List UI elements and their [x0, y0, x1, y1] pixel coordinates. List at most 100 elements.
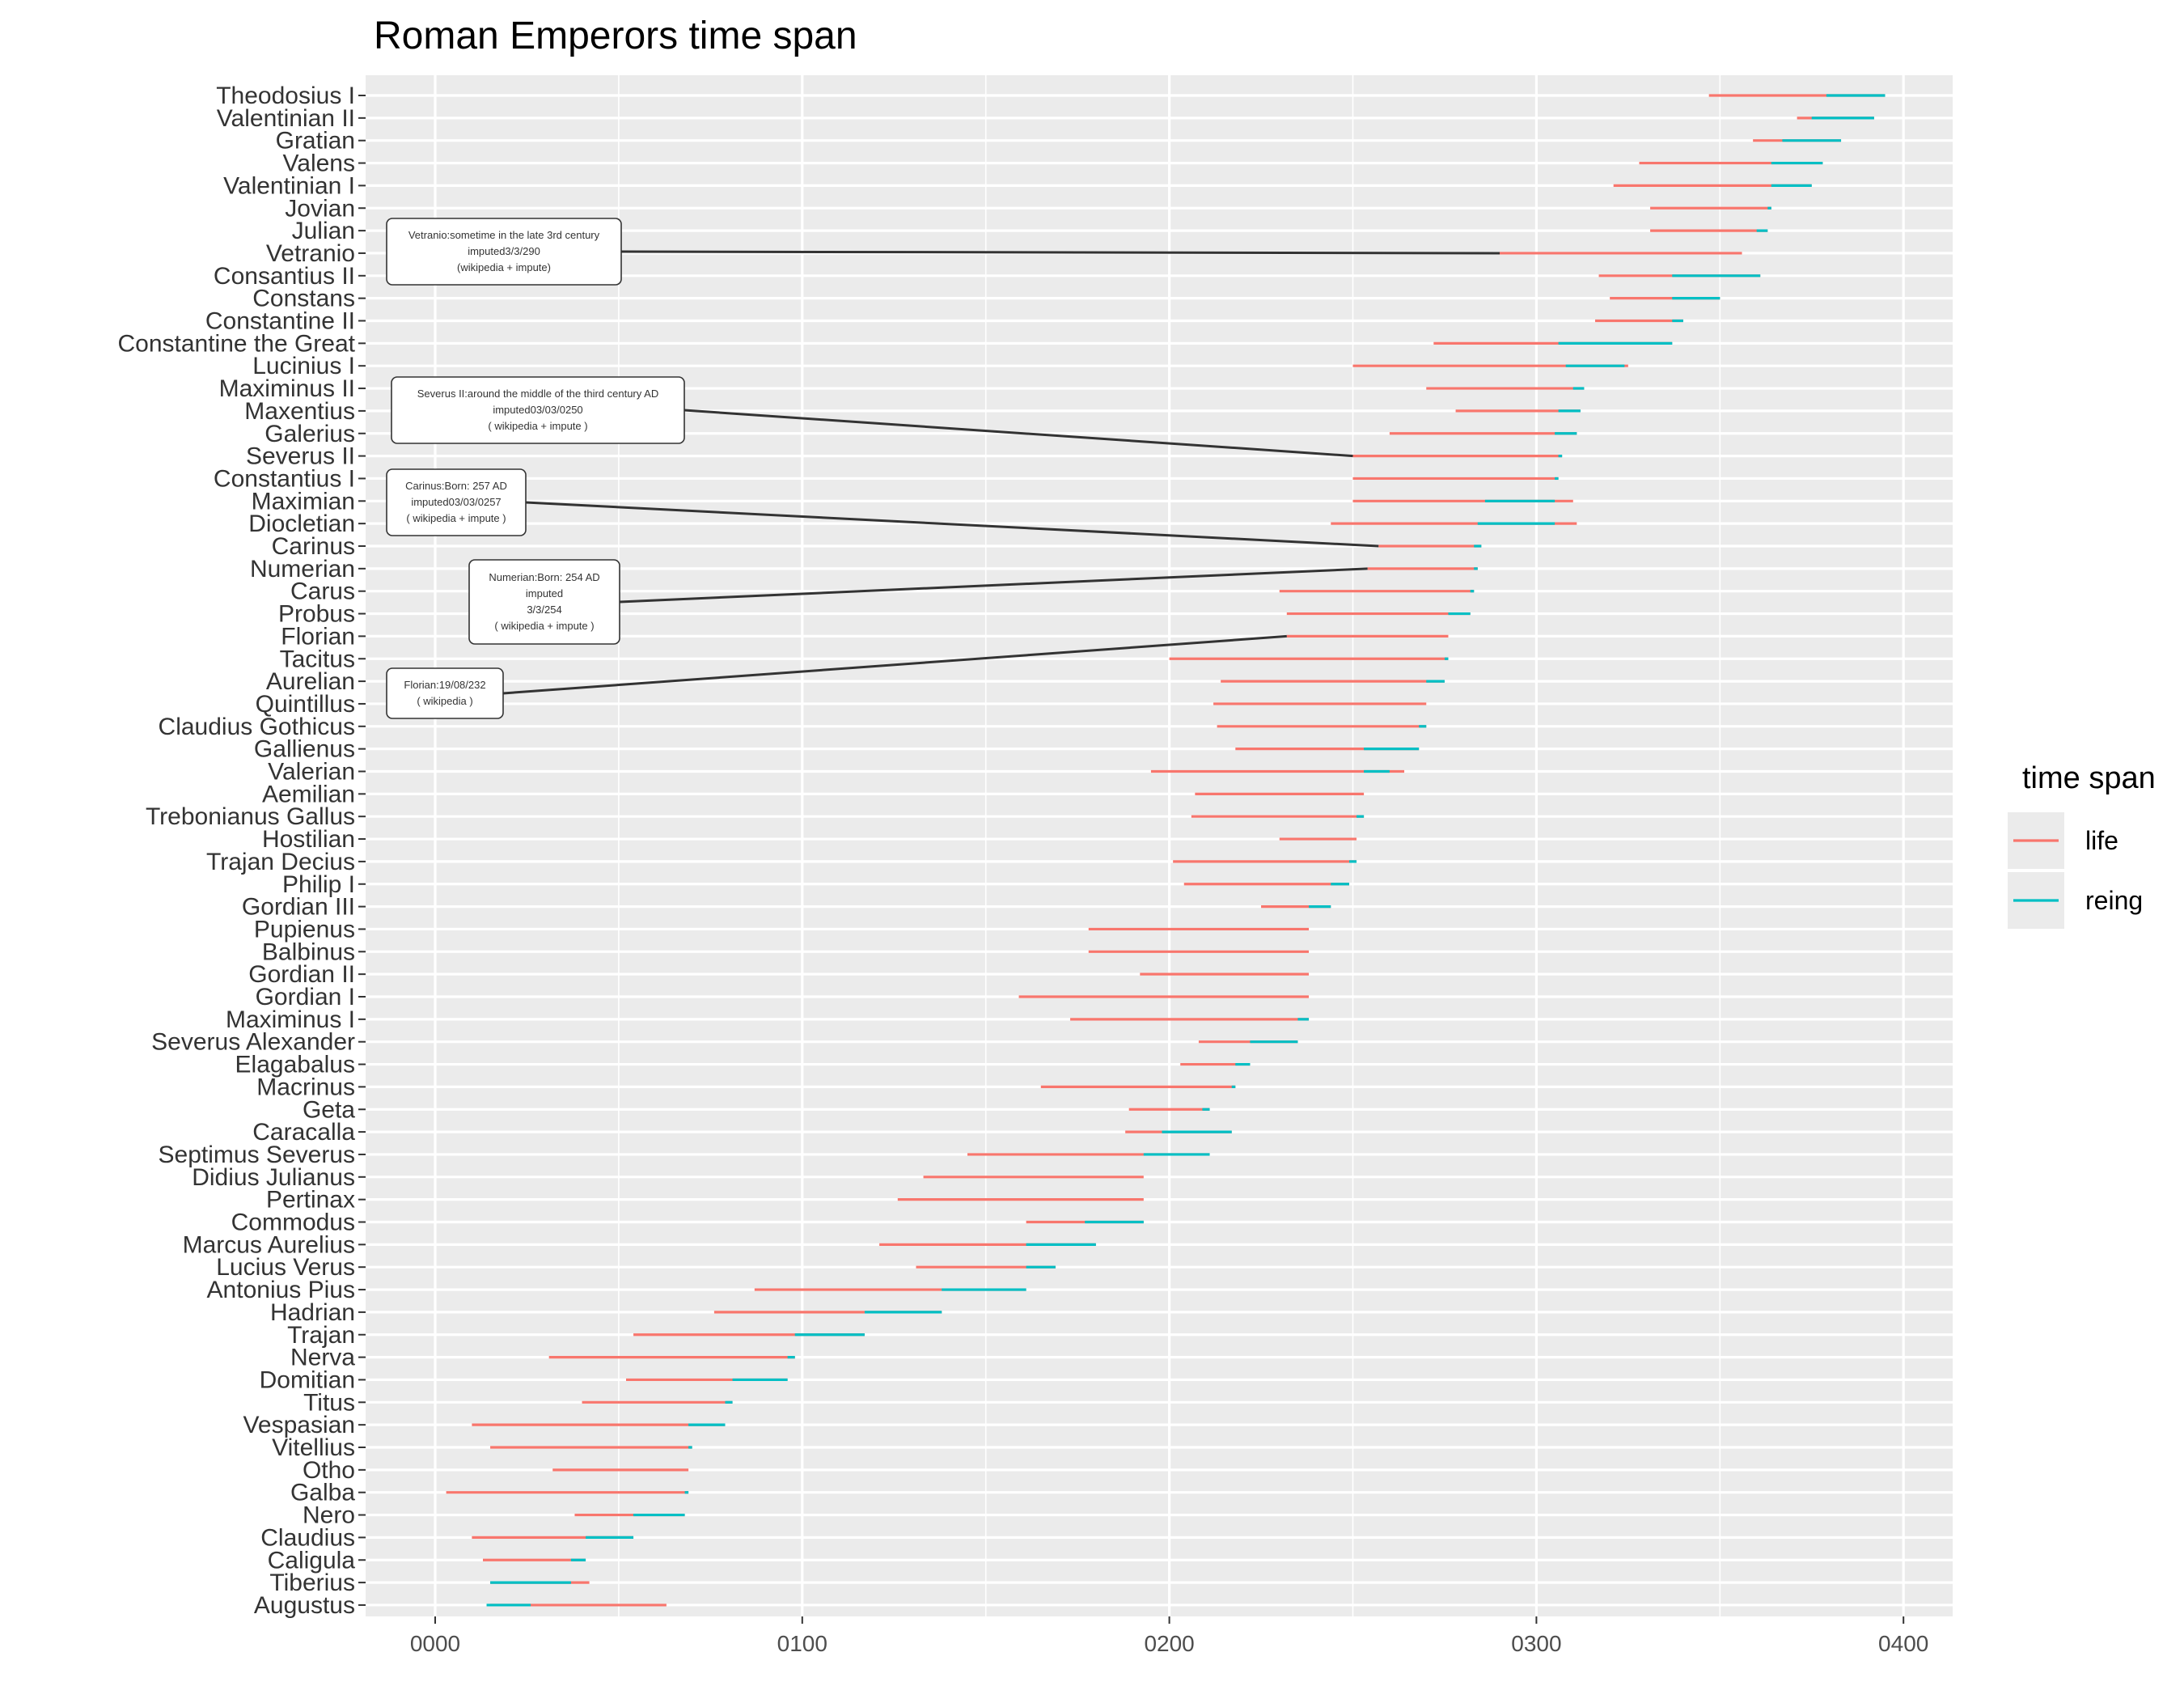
annotation-text: ( wikipedia + impute ): [494, 620, 594, 632]
annotation-connector: [620, 250, 1500, 255]
y-tick-label: Elagabalus: [235, 1052, 355, 1078]
segments-layer: [446, 94, 1886, 1607]
annotation-text: ( wikipedia + impute ): [406, 512, 506, 524]
y-tick-label: Titus: [303, 1389, 355, 1416]
y-tick-label: Galba: [290, 1480, 355, 1506]
y-tick-label: Didius Julianus: [192, 1164, 355, 1191]
plot-panel: [366, 75, 1953, 1616]
x-tick-label: 0200: [1144, 1631, 1194, 1656]
grid-minor: [618, 75, 1721, 1616]
legend-label: life: [2085, 826, 2118, 855]
annotation-connector: [525, 501, 1379, 548]
y-tick-label: Severus Alexander: [151, 1029, 355, 1056]
y-tick-label: Constans: [252, 286, 355, 312]
y-tick-label: Lucinius I: [252, 353, 355, 379]
y-tick-label: Aurelian: [266, 668, 355, 695]
annotation-text: ( wikipedia ): [417, 695, 472, 707]
y-tick-label: Constantine II: [205, 308, 355, 335]
y-tick-label: Quintillus: [256, 691, 355, 718]
y-tick-label: Consantius II: [214, 263, 355, 290]
annotation-text: imputed: [526, 587, 563, 599]
y-tick-label: Carus: [290, 578, 355, 605]
y-tick-label: Tacitus: [280, 646, 355, 672]
y-tick-label: Constantius I: [214, 465, 355, 492]
y-tick-label: Trajan: [287, 1322, 355, 1349]
legend: time span life reing: [2008, 761, 2156, 929]
y-tick-label: Maximian: [252, 488, 355, 515]
y-tick-label: Trebonianus Gallus: [146, 803, 355, 830]
y-tick-label: Balbinus: [262, 938, 355, 965]
y-tick-label: Diocletian: [248, 510, 355, 537]
y-tick-label: Theodosius I: [216, 83, 355, 109]
y-tick-label: Numerian: [250, 556, 355, 582]
x-tick-label: 0000: [410, 1631, 460, 1656]
y-tick-label: Gratian: [276, 128, 355, 155]
y-axis: AugustusTiberiusCaligulaClaudiusNeroGalb…: [117, 83, 366, 1619]
annotation-text: ( wikipedia + impute ): [488, 420, 587, 432]
y-tick-label: Julian: [292, 218, 355, 244]
y-tick-label: Lucius Verus: [216, 1254, 355, 1281]
y-tick-label: Maximinus II: [219, 375, 355, 402]
y-tick-label: Pupienus: [254, 916, 355, 943]
y-tick-label: Caracalla: [252, 1119, 355, 1146]
annotations-layer: Vetranio:sometime in the late 3rd centur…: [386, 218, 1500, 719]
x-tick-label: 0300: [1511, 1631, 1561, 1656]
y-tick-label: Otho: [303, 1457, 355, 1484]
grid-major: [366, 75, 1953, 1616]
y-tick-label: Severus II: [246, 443, 355, 470]
annotation-text: Carinus:Born: 257 AD: [405, 480, 507, 492]
x-tick-label: 0100: [777, 1631, 827, 1656]
annotation-text: imputed3/3/290: [468, 245, 540, 257]
annotation-connector: [502, 634, 1287, 695]
y-tick-label: Trajan Decius: [206, 849, 355, 875]
y-tick-label: Philip I: [282, 871, 355, 898]
y-tick-label: Septimus Severus: [159, 1142, 355, 1168]
annotation-connector: [684, 409, 1353, 458]
annotation-text: imputed03/03/0250: [493, 404, 582, 416]
y-tick-label: Carinus: [272, 533, 355, 560]
y-tick-label: Galerius: [265, 421, 355, 447]
annotation-text: 3/3/254: [527, 604, 561, 616]
y-tick-label: Maxentius: [244, 398, 355, 425]
y-tick-label: Domitian: [260, 1366, 355, 1393]
y-tick-label: Caligula: [268, 1547, 356, 1574]
annotation-text: Vetranio:sometime in the late 3rd centur…: [408, 229, 600, 241]
annotation-box: [386, 667, 504, 719]
y-tick-label: Hostilian: [262, 826, 355, 853]
y-tick-label: Antonius Pius: [207, 1277, 355, 1303]
annotation-text: Severus II:around the middle of the thir…: [417, 388, 658, 400]
y-tick-label: Augustus: [254, 1592, 355, 1619]
y-tick-label: Hadrian: [270, 1299, 355, 1326]
y-tick-label: Valerian: [268, 759, 355, 786]
y-tick-label: Vetranio: [266, 240, 355, 267]
legend-label: reing: [2085, 886, 2143, 915]
y-tick-label: Aemilian: [262, 781, 355, 807]
y-tick-label: Valens: [282, 150, 355, 177]
annotation-box: [386, 218, 622, 286]
x-tick-label: 0400: [1878, 1631, 1928, 1656]
y-tick-label: Commodus: [231, 1209, 355, 1236]
annotation-connector: [619, 567, 1368, 604]
y-tick-label: Geta: [303, 1096, 355, 1123]
y-tick-label: Gordian III: [242, 894, 355, 921]
y-tick-label: Gordian II: [248, 961, 355, 988]
y-tick-label: Claudius: [260, 1524, 355, 1551]
annotation-box: [386, 468, 527, 536]
chart-title: Roman Emperors time span: [374, 15, 857, 57]
annotation-text: (wikipedia + impute): [457, 261, 551, 273]
y-tick-label: Claudius Gothicus: [159, 714, 355, 740]
y-tick-label: Florian: [281, 623, 355, 650]
x-axis: 0000 0100 0200 0300 0400: [410, 1616, 1928, 1656]
y-tick-label: Tiberius: [269, 1570, 355, 1596]
annotation-text: Numerian:Born: 254 AD: [489, 571, 599, 583]
y-tick-label: Marcus Aurelius: [183, 1231, 355, 1258]
annotation-box: [391, 376, 685, 444]
annotation-text: imputed03/03/0257: [411, 496, 501, 508]
y-tick-label: Nero: [303, 1502, 355, 1529]
y-tick-label: Gallienus: [254, 736, 355, 763]
y-tick-label: Macrinus: [256, 1074, 355, 1100]
y-tick-label: Jovian: [285, 195, 355, 222]
y-tick-label: Vespasian: [243, 1412, 355, 1438]
